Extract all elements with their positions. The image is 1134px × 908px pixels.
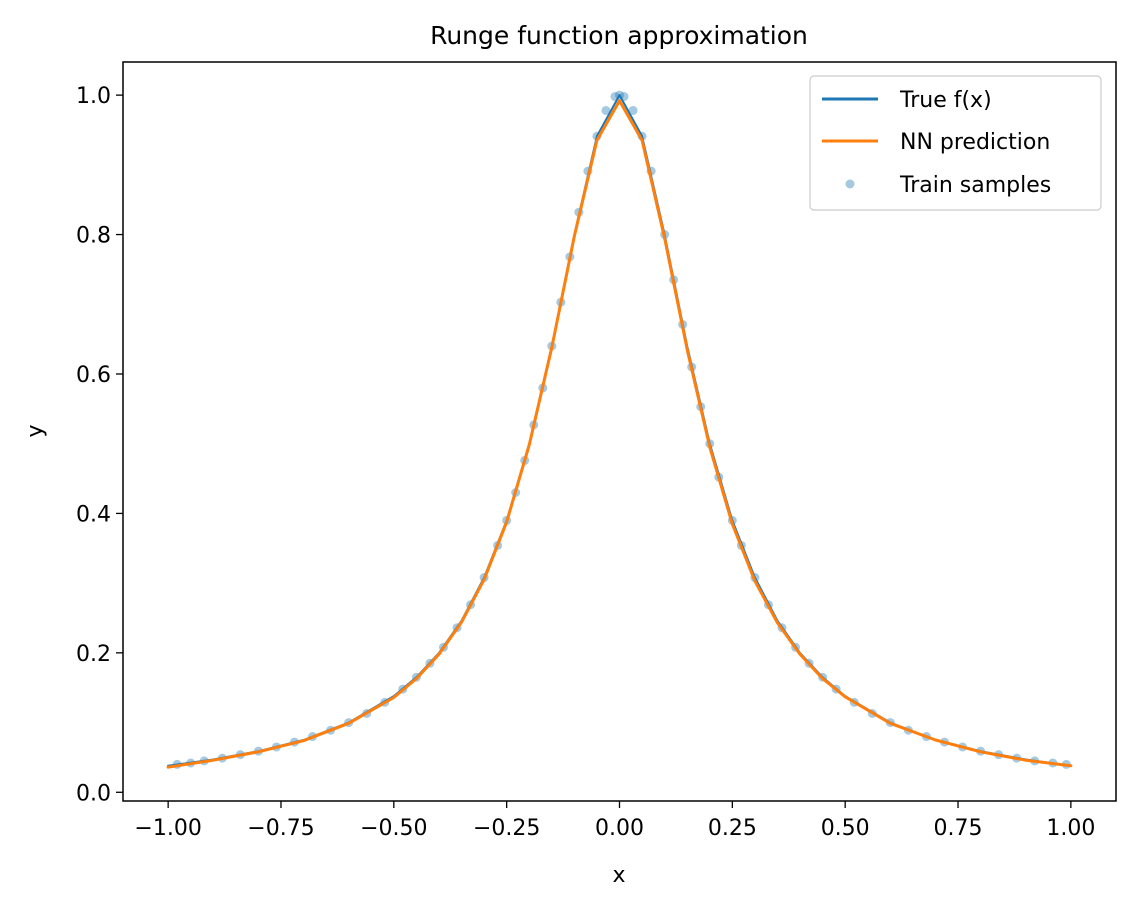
x-tick-label: −0.25 <box>473 816 540 841</box>
y-axis-label: y <box>23 424 48 437</box>
legend-box <box>809 75 1102 211</box>
x-tick-label: −0.50 <box>360 816 427 841</box>
train-sample-point <box>628 105 638 115</box>
y-tick-label: 0.6 <box>76 363 111 388</box>
x-tick-label: −0.75 <box>247 816 314 841</box>
y-tick-label: 0.0 <box>76 781 111 806</box>
y-axis-ticks: 0.0 0.2 0.4 0.6 0.8 1.0 <box>76 84 123 806</box>
y-tick-label: 1.0 <box>76 84 111 109</box>
x-tick-label: 1.00 <box>1046 816 1095 841</box>
series-layer <box>166 90 1073 769</box>
nn-prediction-line <box>166 99 1073 769</box>
x-axis-label: x <box>612 863 625 888</box>
legend-swatch-samples <box>845 179 855 189</box>
legend-label-samples: Train samples <box>899 173 1051 198</box>
legend-label-true: True f(x) <box>899 88 992 113</box>
x-tick-label: 0.00 <box>595 816 644 841</box>
legend-label-nn: NN prediction <box>900 130 1050 155</box>
x-tick-label: 0.25 <box>708 816 757 841</box>
x-axis-ticks: −1.00 −0.75 −0.50 −0.25 0.00 0.25 0.50 0.75 1.00 <box>134 801 1095 841</box>
x-tick-label: 0.75 <box>934 816 983 841</box>
chart-title: Runge function approximation <box>430 21 808 50</box>
x-tick-label: −1.00 <box>134 816 201 841</box>
y-tick-label: 0.8 <box>76 224 111 249</box>
legend: True f(x) NN prediction Train samples <box>809 75 1102 211</box>
y-tick-label: 0.4 <box>76 502 111 527</box>
train-sample-point <box>601 105 611 115</box>
y-tick-label: 0.2 <box>76 642 111 667</box>
x-tick-label: 0.50 <box>821 816 870 841</box>
